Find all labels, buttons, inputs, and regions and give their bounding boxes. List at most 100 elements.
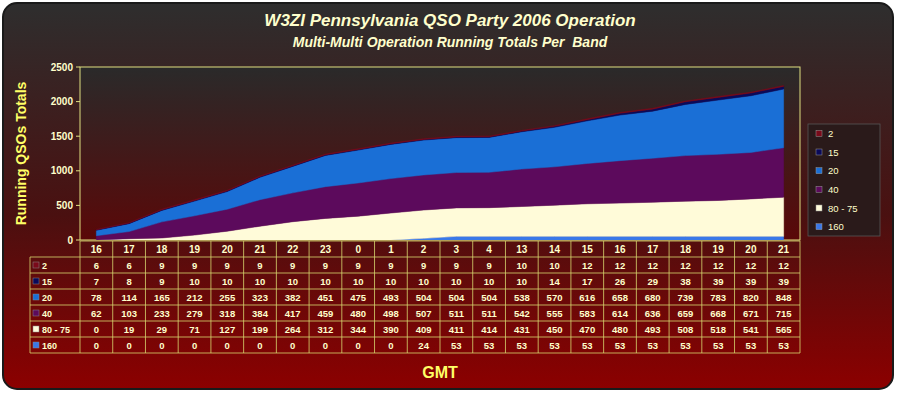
- table-value: 470: [579, 324, 595, 335]
- table-value: 199: [252, 324, 268, 335]
- x-tick-label: 18: [680, 244, 692, 255]
- table-line: [341, 241, 342, 353]
- table-value: 233: [154, 308, 170, 319]
- table-line: [276, 241, 277, 353]
- table-value: 541: [743, 324, 760, 335]
- y-tick: [76, 136, 80, 137]
- y-tick-label: 1500: [51, 131, 74, 142]
- x-tick-label: 13: [516, 244, 528, 255]
- table-value: 715: [776, 308, 793, 319]
- table-value: 783: [710, 292, 726, 303]
- y-tick: [76, 240, 80, 241]
- legend-label: 20: [828, 165, 839, 176]
- x-tick-label: 19: [713, 244, 725, 255]
- table-value: 318: [219, 308, 235, 319]
- table-value: 12: [746, 260, 757, 271]
- area-series: [96, 86, 783, 230]
- table-value: 6: [126, 260, 131, 271]
- y-tick: [76, 67, 80, 68]
- table-value: 53: [746, 340, 757, 351]
- table-value: 0: [356, 340, 361, 351]
- table-value: 417: [285, 308, 301, 319]
- x-tick-label: 23: [320, 244, 332, 255]
- table-value: 53: [549, 340, 560, 351]
- y-axis-label: Running QSOs Totals: [13, 81, 29, 225]
- table-value: 504: [416, 292, 433, 303]
- legend-label: 40: [828, 184, 839, 195]
- table-line: [30, 257, 31, 353]
- table-value: 24: [418, 340, 429, 351]
- x-tick-label: 22: [287, 244, 299, 255]
- table-value: 53: [680, 340, 691, 351]
- table-swatch: [33, 326, 39, 332]
- table-line: [407, 241, 408, 353]
- table-line: [734, 241, 735, 353]
- table-value: 459: [318, 308, 334, 319]
- table-value: 53: [713, 340, 724, 351]
- table-line: [800, 241, 801, 353]
- table-value: 53: [647, 340, 658, 351]
- x-tick-label: 16: [91, 244, 103, 255]
- legend-swatch: [816, 130, 822, 136]
- table-swatch: [33, 262, 39, 268]
- y-tick-label: 2500: [51, 62, 74, 73]
- x-tick-label: 2: [421, 244, 427, 255]
- table-value: 565: [776, 324, 793, 335]
- x-tick-label: 1: [388, 244, 394, 255]
- table-value: 409: [416, 324, 432, 335]
- table-value: 9: [290, 260, 295, 271]
- table-swatch: [33, 278, 39, 284]
- table-value: 279: [187, 308, 203, 319]
- background: [3, 3, 893, 389]
- table-value: 212: [187, 292, 203, 303]
- table-row-label: 20: [42, 293, 52, 303]
- table-row-label: 160: [42, 341, 57, 351]
- table-value: 78: [91, 292, 102, 303]
- table-value: 739: [678, 292, 694, 303]
- y-tick-label: 1000: [51, 165, 74, 176]
- x-tick-label: 18: [156, 244, 168, 255]
- table-value: 29: [647, 276, 658, 287]
- table-line: [80, 241, 81, 353]
- table-value: 10: [484, 276, 495, 287]
- table-value: 0: [192, 340, 197, 351]
- table-value: 17: [582, 276, 593, 287]
- table-value: 382: [285, 292, 301, 303]
- table-value: 10: [320, 276, 331, 287]
- table-value: 480: [612, 324, 628, 335]
- table-value: 39: [778, 276, 789, 287]
- x-tick-label: 21: [778, 244, 790, 255]
- table-value: 12: [680, 260, 691, 271]
- table-line: [701, 241, 702, 353]
- table-value: 103: [121, 308, 137, 319]
- table-value: 39: [713, 276, 724, 287]
- table-value: 9: [192, 260, 197, 271]
- table-value: 53: [615, 340, 626, 351]
- table-value: 10: [451, 276, 462, 287]
- table-value: 518: [710, 324, 726, 335]
- table-value: 411: [449, 324, 465, 335]
- table-value: 264: [285, 324, 302, 335]
- table-value: 538: [514, 292, 530, 303]
- x-tick-label: 21: [254, 244, 266, 255]
- table-value: 511: [481, 308, 497, 319]
- x-axis-label: GMT: [422, 364, 458, 381]
- x-tick-label: 16: [614, 244, 626, 255]
- table-value: 38: [680, 276, 691, 287]
- table-value: 12: [582, 260, 593, 271]
- y-tick: [76, 205, 80, 206]
- x-tick-label: 4: [486, 244, 492, 255]
- plot-area: [80, 67, 800, 240]
- y-tick: [76, 101, 80, 102]
- table-value: 671: [743, 308, 760, 319]
- table-value: 9: [421, 260, 426, 271]
- table-row-label: 15: [42, 277, 52, 287]
- table-value: 451: [318, 292, 335, 303]
- table-value: 255: [219, 292, 236, 303]
- table-value: 570: [547, 292, 563, 303]
- x-tick-label: 15: [582, 244, 594, 255]
- table-value: 504: [448, 292, 465, 303]
- table-value: 9: [225, 260, 230, 271]
- table-value: 0: [290, 340, 295, 351]
- x-tick-label: 14: [549, 244, 561, 255]
